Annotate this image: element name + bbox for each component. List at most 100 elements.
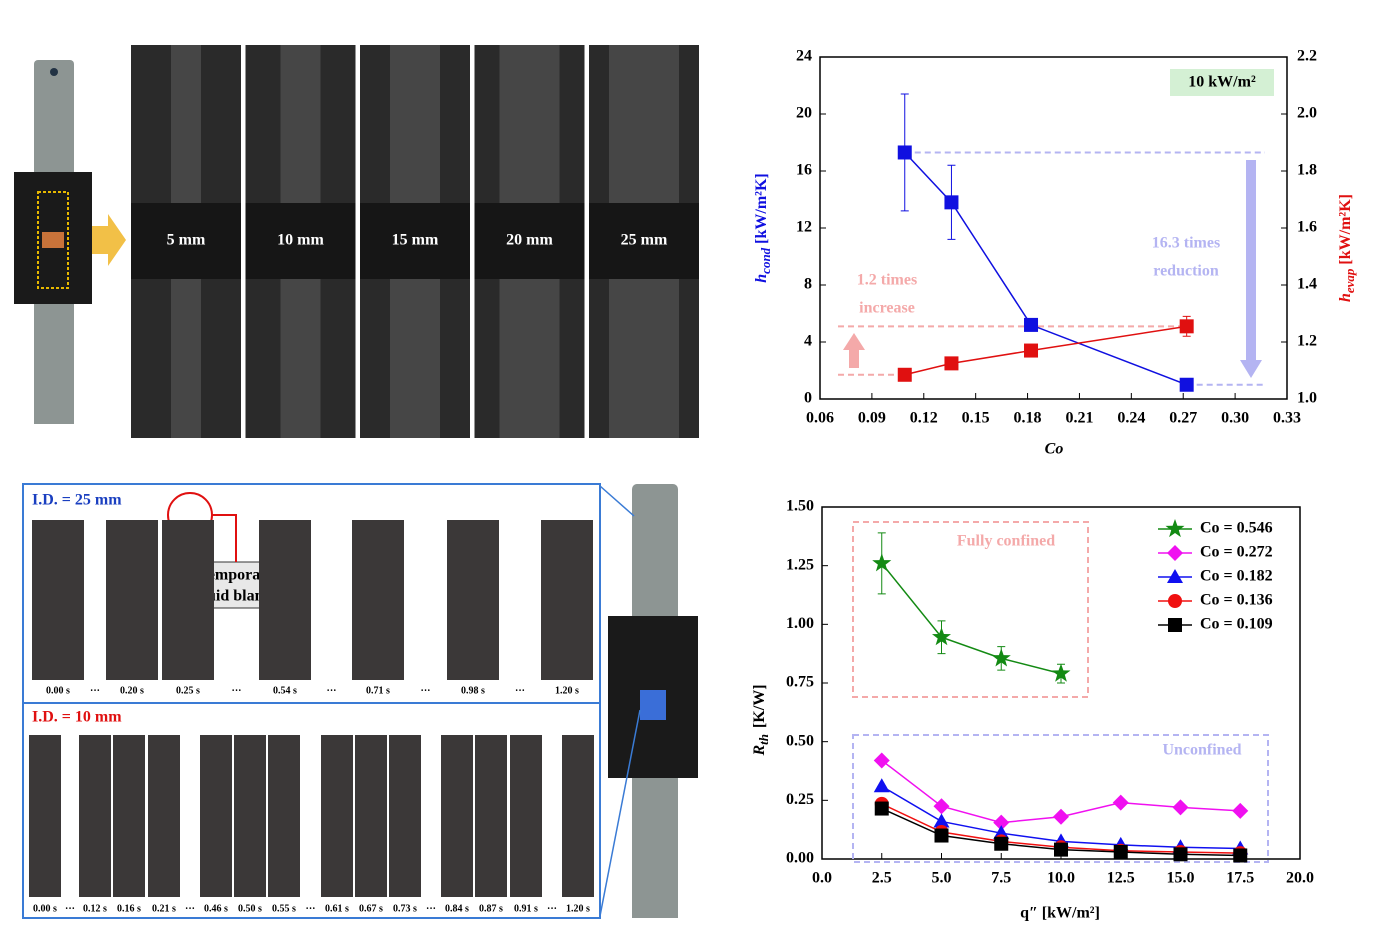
annotation-box <box>1170 69 1274 96</box>
annotation: 10 kW/m² <box>1188 74 1256 91</box>
marker <box>1053 808 1069 825</box>
frame-photo <box>447 520 499 680</box>
marker <box>932 627 951 646</box>
frame-photo <box>441 735 473 897</box>
ellipsis: ··· <box>185 903 195 914</box>
legend-marker <box>1167 569 1183 583</box>
marker <box>1173 847 1188 862</box>
y-label-unit: [kW/m²K] <box>753 173 770 244</box>
time-label: 1.20 s <box>555 685 579 696</box>
ellipsis: ··· <box>420 685 430 696</box>
marker <box>1233 848 1248 863</box>
x-tick-label: 0.27 <box>1169 410 1197 427</box>
x-tick-label: 20.0 <box>1286 870 1314 887</box>
frame-photo <box>234 735 266 897</box>
time-label: 0.91 s <box>514 903 538 914</box>
frame-photo <box>562 735 594 897</box>
frame-photo <box>200 735 232 897</box>
y2-tick-label: 1.6 <box>1297 219 1317 236</box>
legend-label: Co = 0.546 <box>1200 520 1273 537</box>
x-label: Co <box>1045 441 1064 458</box>
series-line <box>904 151 1187 386</box>
arrow <box>1240 160 1262 378</box>
panel-frame <box>22 483 601 919</box>
diameter-label: 15 mm <box>392 232 439 249</box>
ellipsis: ··· <box>231 685 241 696</box>
heater-band <box>589 203 699 279</box>
time-label: 0.67 s <box>359 903 383 914</box>
ellipsis: ··· <box>515 685 525 696</box>
heater-band <box>245 203 356 279</box>
marker <box>1113 844 1128 859</box>
marker <box>1172 799 1189 816</box>
ellipsis: ··· <box>547 903 557 914</box>
y-label: Rth [K/W] <box>751 684 771 756</box>
annotation: 16.3 times <box>1152 235 1220 252</box>
frame-photo <box>352 520 404 680</box>
annotation: Fully confined <box>957 533 1055 550</box>
frame-photo <box>510 735 542 897</box>
y2-tick-label: 1.4 <box>1297 276 1317 293</box>
ellipsis: ··· <box>305 903 315 914</box>
marker <box>933 798 950 815</box>
x-tick-label: 0.0 <box>812 870 832 887</box>
y-tick-label: 12 <box>796 219 812 236</box>
marker <box>944 195 959 210</box>
y-tick-label: 24 <box>796 48 812 65</box>
x-tick-label: 10.0 <box>1047 870 1075 887</box>
y2-label-subscript: evap <box>1342 268 1357 293</box>
x-tick-label: 7.5 <box>991 870 1011 887</box>
ellipsis: ··· <box>326 685 336 696</box>
frame-photo <box>268 735 300 897</box>
frame-photo <box>29 735 61 897</box>
callout-line <box>212 514 237 562</box>
y2-label: hevap [kW/m²K] <box>1337 194 1357 302</box>
frame-photo <box>321 735 353 897</box>
x-tick-label: 0.18 <box>1014 410 1042 427</box>
panel-title: I.D. = 25 mm <box>32 492 122 509</box>
annotation-box <box>852 734 1269 863</box>
frame-photo <box>541 520 593 680</box>
time-label: 0.00 s <box>33 903 57 914</box>
y2-tick-label: 1.2 <box>1297 333 1317 350</box>
time-label: 0.73 s <box>393 903 417 914</box>
legend-label: Co = 0.109 <box>1200 616 1273 633</box>
legend-marker <box>1167 545 1183 561</box>
diameter-label: 5 mm <box>167 232 206 249</box>
frame-photo <box>113 735 145 897</box>
x-tick-label: 0.33 <box>1273 410 1301 427</box>
marker <box>1024 317 1039 332</box>
marker <box>994 836 1009 851</box>
marker <box>1112 794 1129 811</box>
marker <box>897 145 912 160</box>
panel-title: I.D. = 10 mm <box>32 709 122 726</box>
marker <box>872 553 892 572</box>
y-label-symbol: R <box>751 745 768 757</box>
marker <box>1179 377 1194 392</box>
time-label: 0.71 s <box>366 685 390 696</box>
y-tick-label: 0 <box>804 390 812 407</box>
y-tick-label: 0.25 <box>786 791 814 808</box>
time-label: 0.16 s <box>117 903 141 914</box>
x-tick-label: 12.5 <box>1107 870 1135 887</box>
y-label: hcond [kW/m²K] <box>753 173 773 282</box>
y-label-subscript: th <box>756 734 771 745</box>
y2-label: hevap [kW/m²K] <box>1337 194 1357 302</box>
legend-marker <box>1168 594 1182 608</box>
y-label-unit: [K/W] <box>751 684 768 728</box>
marker <box>944 356 959 371</box>
series-line <box>881 562 1062 675</box>
marker <box>991 648 1011 667</box>
y-tick-label: 20 <box>796 105 812 122</box>
frame-photo <box>148 735 180 897</box>
time-label: 0.61 s <box>325 903 349 914</box>
time-label: 0.50 s <box>238 903 262 914</box>
diameter-label: 20 mm <box>506 232 553 249</box>
annotation: reduction <box>1153 263 1219 280</box>
heater-band <box>360 203 470 279</box>
time-label: 1.20 s <box>566 903 590 914</box>
annotation: 1.2 times <box>857 272 917 289</box>
arrow <box>843 333 865 368</box>
annotation-box <box>852 521 1089 698</box>
x-tick-label: 17.5 <box>1226 870 1254 887</box>
